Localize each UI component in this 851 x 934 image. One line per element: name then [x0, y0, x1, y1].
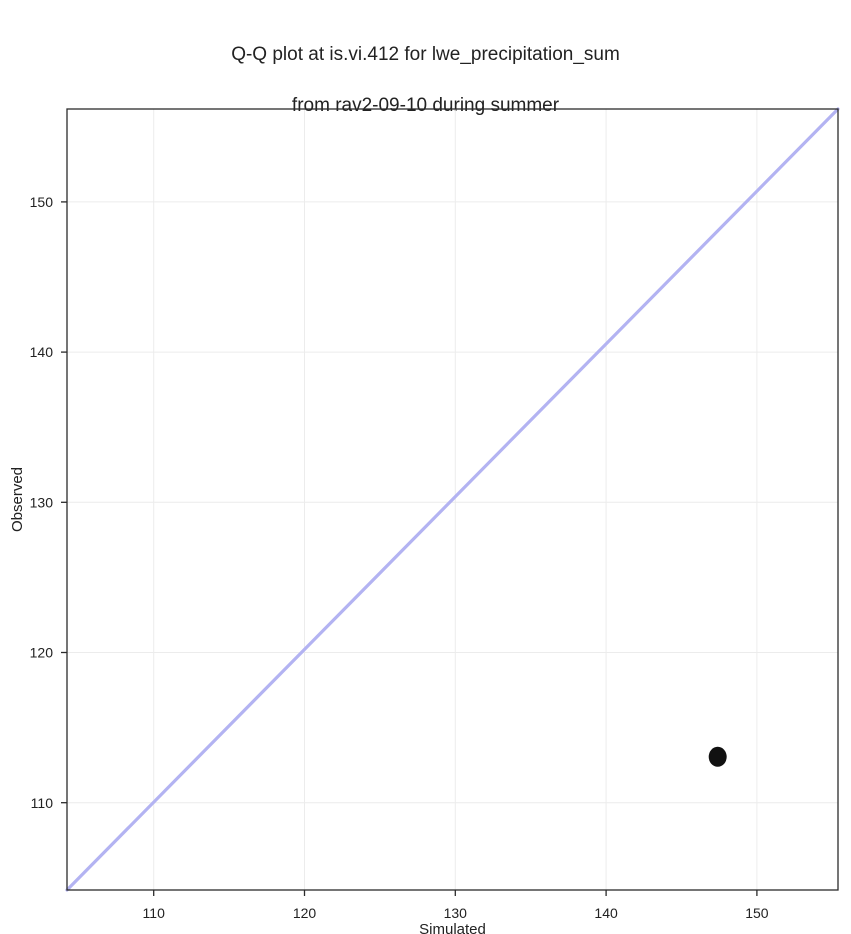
svg-text:140[interactable]: 140	[30, 344, 54, 360]
svg-text:150[interactable]: 150	[745, 905, 769, 921]
svg-text:110[interactable]: 110	[143, 905, 166, 921]
svg-text:120[interactable]: 120	[30, 645, 54, 661]
svg-text:150[interactable]: 150	[30, 194, 54, 210]
svg-text:130[interactable]: 130	[444, 905, 468, 921]
qq-plot-svg: 110 120 130 140 150 110 120 130 140 150 …	[0, 0, 851, 934]
x-tick-labels: 110 120 130 140 150	[143, 905, 769, 921]
y-axis-label: Observed	[9, 467, 26, 532]
y-tick-marks	[61, 202, 67, 803]
svg-text:110[interactable]: 110	[31, 795, 54, 811]
svg-text:130[interactable]: 130	[30, 494, 54, 510]
x-tick-marks	[154, 890, 757, 896]
horizontal-gridlines	[67, 202, 838, 803]
reference-diagonal-line	[67, 109, 838, 890]
qq-plot-page: Q-Q plot at is.vi.412 for lwe_precipitat…	[0, 0, 851, 934]
qq-data-point[interactable]	[709, 747, 727, 767]
svg-text:120[interactable]: 120	[293, 905, 317, 921]
svg-text:140[interactable]: 140	[594, 905, 618, 921]
vertical-gridlines	[154, 109, 757, 890]
y-tick-labels: 110 120 130 140 150	[30, 194, 54, 811]
x-axis-label: Simulated	[419, 921, 486, 934]
